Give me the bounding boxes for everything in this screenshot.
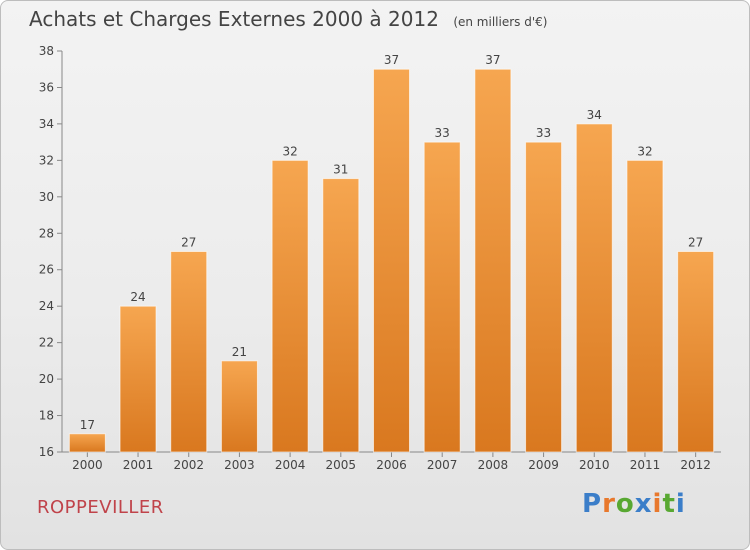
x-tick-label: 2000 xyxy=(72,458,103,472)
x-tick-label: 2004 xyxy=(275,458,306,472)
y-tick-label: 22 xyxy=(39,336,54,350)
y-tick-label: 28 xyxy=(39,226,54,240)
chart-subtitle: (en milliers d'€) xyxy=(453,15,548,29)
bar-value-label: 31 xyxy=(333,163,348,177)
chart-axes: 16 18 20 22 24 26 28 30 32 34 36 38 xyxy=(39,44,721,459)
chart-title: Achats et Charges Externes 2000 à 2012 (… xyxy=(29,7,547,31)
x-tick-label: 2006 xyxy=(376,458,407,472)
logo-letter: r xyxy=(602,489,616,519)
bar-value-label: 32 xyxy=(637,144,652,158)
bar xyxy=(170,251,208,453)
bar-value-label: 21 xyxy=(232,345,247,359)
bar-value-label: 33 xyxy=(536,126,551,140)
x-tick-label: 2012 xyxy=(680,458,711,472)
proxiti-logo: Proxiti xyxy=(582,489,686,519)
bar-value-label: 17 xyxy=(80,418,95,432)
y-tick-label: 30 xyxy=(39,190,54,204)
bar xyxy=(119,305,157,453)
bar-value-label: 37 xyxy=(485,53,500,67)
y-tick-label: 32 xyxy=(39,153,54,167)
y-tick-label: 18 xyxy=(39,409,54,423)
bar xyxy=(220,360,258,453)
y-tick-label: 38 xyxy=(39,44,54,58)
bar xyxy=(373,68,410,453)
y-tick-label: 16 xyxy=(39,445,54,459)
x-tick-label: 2009 xyxy=(528,458,559,472)
bar-value-label: 37 xyxy=(384,53,399,67)
y-tick-label: 20 xyxy=(39,372,54,386)
bar xyxy=(68,433,106,453)
logo-letter: i xyxy=(675,489,686,519)
bar-value-label: 33 xyxy=(435,126,450,140)
x-tick-label: 2010 xyxy=(579,458,610,472)
bar-value-label: 27 xyxy=(181,236,196,250)
bar xyxy=(677,251,715,453)
chart-bars xyxy=(68,68,715,453)
y-tick-label: 34 xyxy=(39,117,54,131)
bar-value-label: 34 xyxy=(587,108,602,122)
y-tick-label: 24 xyxy=(39,299,54,313)
bar xyxy=(271,159,309,453)
x-tick-label: 2002 xyxy=(173,458,204,472)
chart-title-text: Achats et Charges Externes 2000 à 2012 xyxy=(29,7,439,31)
x-tick-label: 2001 xyxy=(123,458,154,472)
x-tick-label: 2008 xyxy=(478,458,509,472)
logo-letter: P xyxy=(582,489,603,519)
bar-value-label: 27 xyxy=(688,236,703,250)
y-tick-label: 36 xyxy=(39,80,54,94)
y-tick-label: 26 xyxy=(39,263,54,277)
bar xyxy=(474,68,512,453)
bar xyxy=(423,141,461,453)
logo-letter: o xyxy=(615,489,635,519)
x-tick-label: 2007 xyxy=(427,458,458,472)
bar xyxy=(322,178,360,453)
x-tick-label: 2003 xyxy=(224,458,255,472)
bar xyxy=(626,159,664,453)
commune-name: ROPPEVILLER xyxy=(37,497,164,518)
x-tick-label: 2011 xyxy=(630,458,661,472)
bar xyxy=(575,123,613,453)
logo-letter: t xyxy=(662,489,676,519)
bar-value-label: 24 xyxy=(130,290,145,304)
x-tick-label: 2005 xyxy=(326,458,357,472)
logo-letter: x xyxy=(634,489,653,519)
bar-value-label: 32 xyxy=(282,144,297,158)
chart-labels: 17 2000 24 2001 27 2002 21 2003 32 2004 31 2005 37 20… xyxy=(72,53,711,472)
logo-letter: i xyxy=(652,489,663,519)
bar xyxy=(525,141,563,453)
